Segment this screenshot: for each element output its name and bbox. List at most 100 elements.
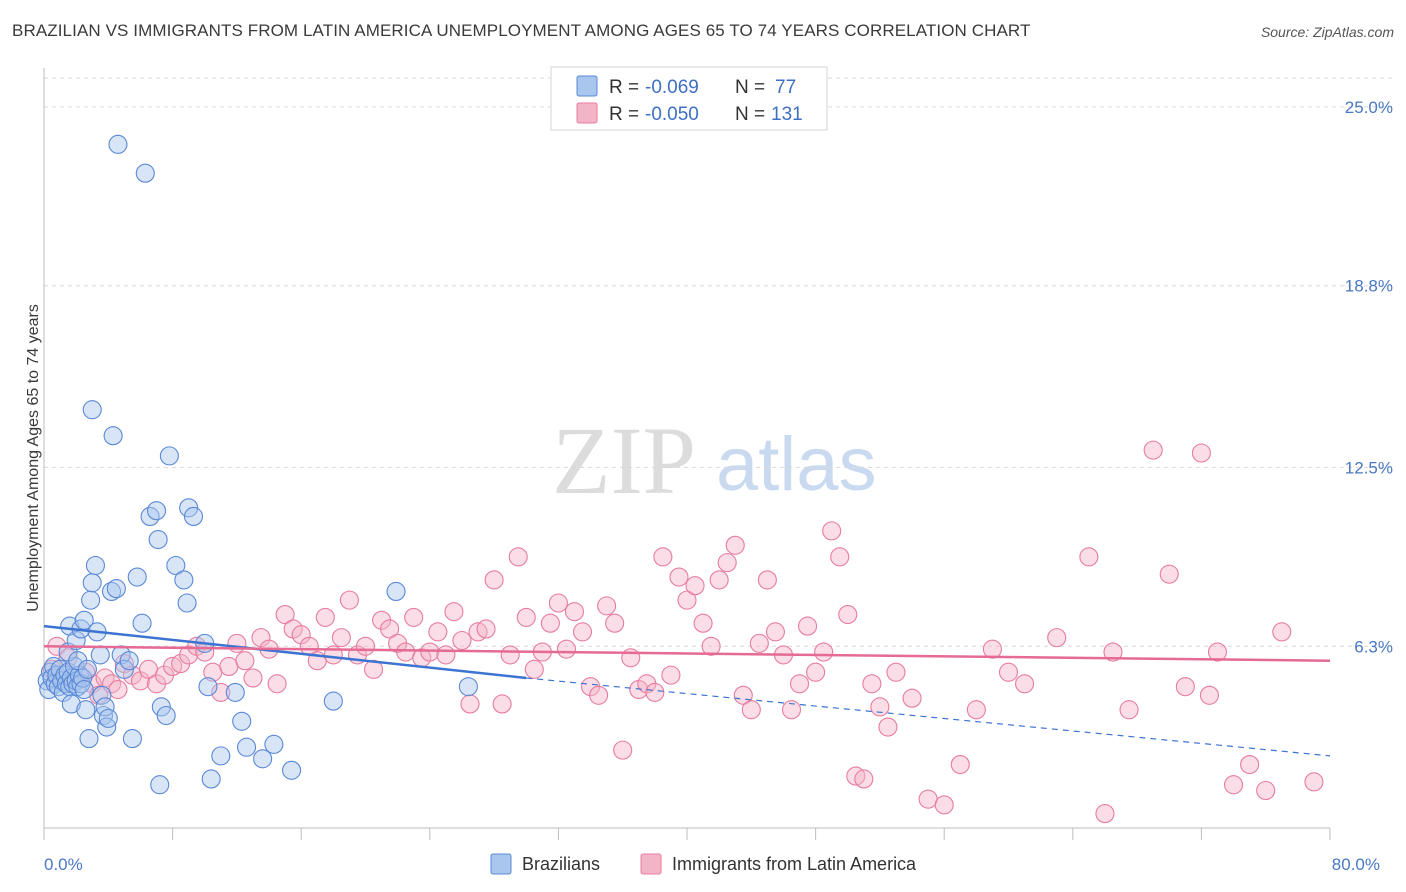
immigrants-point: [934, 795, 954, 815]
immigrants-point: [1207, 642, 1228, 662]
immigrants-point: [998, 662, 1019, 682]
immigrants-point: [1240, 754, 1260, 775]
immigrants-point: [564, 602, 585, 622]
y-tick-label: 6.3%: [1354, 637, 1393, 656]
immigrants-point: [396, 642, 416, 662]
immigrants-point: [251, 628, 271, 648]
brazilians-point: [95, 697, 115, 717]
brazilians-point: [119, 651, 139, 671]
immigrants-point: [1224, 775, 1244, 795]
immigrants-point: [781, 700, 802, 720]
immigrants-point: [1015, 674, 1035, 694]
immigrants-point: [589, 685, 609, 705]
immigrants-point: [741, 700, 761, 720]
immigrants-point: [1256, 780, 1276, 801]
brazilians-point: [74, 679, 94, 700]
immigrants-point: [436, 645, 456, 665]
immigrants-point: [508, 547, 528, 567]
brazilians-point: [179, 498, 199, 518]
brazilians-point: [282, 760, 302, 780]
brazilians-point: [98, 708, 118, 728]
brazilians-point: [148, 529, 168, 550]
brazilians-point: [132, 613, 152, 633]
immigrants-point: [572, 622, 593, 642]
correlation-legend: R = -0.069 N = 77 R = -0.050 N = 131: [550, 66, 828, 131]
immigrants-point: [870, 697, 890, 717]
brazilians-point: [79, 729, 99, 749]
immigrants-point: [1272, 622, 1292, 642]
x-tick-label: 0.0%: [44, 855, 83, 874]
brazilians-point: [106, 579, 126, 599]
immigrants-point: [404, 607, 424, 627]
immigrants-point: [862, 674, 882, 694]
brazilians-point: [61, 694, 81, 714]
legend-r-label-2: R =: [609, 104, 639, 125]
chart-title: BRAZILIAN VS IMMIGRANTS FROM LATIN AMERI…: [12, 21, 1031, 40]
legend-n-label-1: N =: [735, 77, 765, 98]
brazilians-point: [82, 573, 102, 593]
brazilians-point: [386, 581, 406, 602]
immigrants-point: [789, 674, 810, 694]
immigrants-point: [291, 625, 311, 645]
y-axis-label: Unemployment Among Ages 65 to 74 years: [25, 304, 42, 612]
immigrants-point: [653, 547, 673, 567]
brazilians-point: [211, 746, 231, 766]
immigrants-point: [556, 639, 576, 659]
brazilians-point: [159, 446, 179, 466]
immigrants-point: [717, 553, 737, 573]
immigrants-point: [339, 590, 359, 610]
immigrants-point: [484, 570, 504, 590]
brazilians-trend-line: [43, 624, 527, 680]
immigrants-point: [243, 668, 263, 688]
x-tick-label: 80.0%: [1332, 855, 1380, 874]
immigrants-point: [830, 547, 850, 567]
brazilians-point: [174, 570, 194, 590]
immigrants-point: [661, 665, 681, 685]
immigrants-point: [982, 639, 1002, 659]
immigrants-point: [540, 613, 560, 633]
immigrants-point: [1143, 440, 1163, 460]
immigrants-point: [380, 619, 400, 639]
immigrants-point: [315, 607, 335, 627]
brazilians-point: [151, 697, 171, 717]
brazilians-point: [77, 659, 97, 679]
immigrants-point: [500, 645, 520, 665]
brazilians-trend-extension: [526, 677, 1331, 757]
brazilians-point: [150, 775, 170, 795]
immigrants-point: [693, 613, 713, 633]
immigrants-point: [765, 622, 785, 642]
legend-r-value-1: -0.069: [645, 77, 699, 98]
brazilians-point: [82, 400, 102, 420]
immigrants-point: [854, 769, 874, 789]
immigrants-point: [267, 674, 287, 694]
immigrants-point: [548, 593, 568, 613]
brazilians-point: [76, 700, 96, 720]
brazilians-point: [183, 506, 204, 527]
immigrants-point: [516, 607, 536, 627]
immigrants-point: [452, 630, 472, 651]
brazilians-point: [253, 749, 273, 769]
immigrants-point: [331, 628, 351, 648]
immigrants-point: [878, 717, 898, 737]
brazilians-point: [156, 705, 176, 726]
bottom-legend-pink-swatch: [640, 853, 662, 875]
brazilians-point: [323, 691, 343, 711]
immigrants-point: [822, 521, 842, 541]
immigrants-point: [886, 662, 906, 682]
brazilians-point: [103, 426, 123, 446]
watermark-zip: ZIP: [552, 407, 696, 514]
immigrants-point: [613, 740, 633, 760]
immigrants-point: [355, 636, 376, 656]
source-label: Source: ZipAtlas.com: [1260, 24, 1394, 40]
immigrants-point: [645, 682, 665, 702]
trend-lines: [43, 624, 1331, 757]
immigrants-point: [444, 602, 464, 622]
brazilians-point: [122, 729, 142, 749]
y-tick-labels: 6.3% 12.5% 18.8% 25.0%: [1345, 98, 1393, 656]
immigrants-point: [798, 616, 818, 636]
immigrants-point: [130, 671, 150, 691]
bottom-legend-immigrants: Immigrants from Latin America: [672, 854, 917, 874]
brazilians-point: [92, 685, 112, 705]
brazilians-point: [114, 659, 134, 679]
bottom-legend-blue-swatch: [490, 853, 512, 875]
